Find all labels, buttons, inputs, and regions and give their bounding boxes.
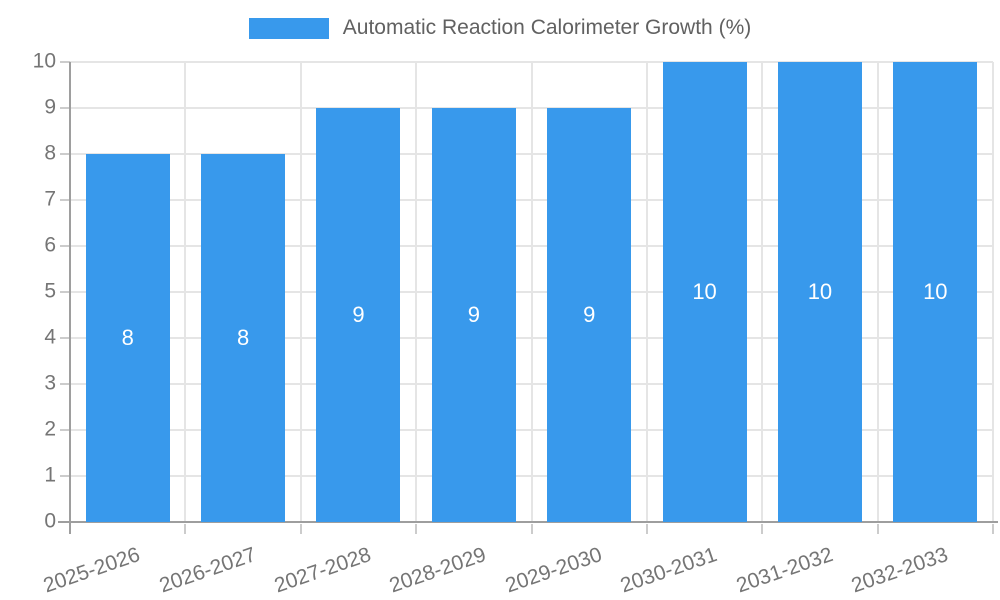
bar-value-label: 9 [467, 302, 480, 327]
x-axis-tick [761, 524, 764, 534]
x-tick-label: 2025-2026 [40, 543, 144, 598]
bar[interactable]: 9 [547, 108, 632, 522]
y-tick-label: 1 [44, 463, 56, 487]
bar-value-label: 10 [807, 279, 833, 304]
y-axis-tick [60, 291, 70, 293]
y-axis-tick [60, 107, 70, 109]
x-axis-tick [645, 524, 648, 534]
bar-value-label: 8 [121, 325, 134, 350]
x-axis-tick [184, 524, 187, 534]
x-axis-tick [530, 524, 533, 534]
y-axis-tick [60, 475, 70, 477]
x-tick-label: 2030-2031 [617, 543, 721, 598]
bar-value-label: 10 [923, 279, 948, 304]
y-axis-tick [60, 61, 70, 63]
x-tick-label: 2031-2032 [732, 543, 836, 598]
bar[interactable]: 9 [316, 108, 401, 522]
x-tick-label: 2027-2028 [271, 543, 374, 598]
legend: Automatic Reaction Calorimeter Growth (%… [0, 16, 1000, 40]
v-gridline [645, 62, 648, 522]
y-tick-label: 2 [44, 417, 56, 441]
v-gridline [530, 62, 533, 522]
x-axis-tick [299, 524, 302, 534]
y-tick-label: 3 [44, 371, 56, 395]
y-axis-tick [60, 383, 70, 385]
bar-value-label: 8 [236, 325, 250, 350]
y-tick-label: 5 [44, 279, 56, 303]
x-axis-line [58, 521, 998, 523]
bar[interactable]: 8 [85, 154, 170, 522]
plot-area: 0 1 2 3 4 5 6 7 8 9 10 8 2025-2026 8 2026-2027 9 2027-20… [33, 50, 998, 597]
bar-value-label: 9 [352, 302, 365, 327]
y-axis-tick [60, 245, 70, 247]
legend-swatch-icon [248, 17, 329, 39]
x-tick-label: 2028-2029 [386, 543, 490, 598]
bar-value-label: 9 [583, 302, 596, 327]
v-gridline [876, 62, 879, 522]
x-axis-tick [992, 524, 994, 534]
x-axis-tick [415, 524, 418, 534]
x-axis-tick [876, 524, 879, 534]
bar[interactable]: 10 [777, 62, 862, 522]
y-axis-tick [60, 199, 70, 201]
y-tick-label: 9 [44, 95, 56, 119]
legend-label: Automatic Reaction Calorimeter Growth (%… [342, 16, 752, 39]
bar[interactable]: 9 [431, 108, 516, 522]
y-tick-label: 4 [44, 325, 56, 349]
v-gridline [299, 62, 302, 522]
y-tick-label: 8 [44, 141, 56, 165]
y-tick-label: 0 [44, 509, 56, 533]
v-gridline [992, 62, 994, 522]
y-axis-tick [60, 153, 70, 155]
y-axis-tick [60, 429, 70, 431]
x-tick-label: 2029-2030 [502, 543, 605, 598]
y-tick-label: 10 [32, 49, 56, 73]
bar[interactable]: 10 [662, 62, 747, 522]
bar[interactable]: 8 [201, 154, 286, 522]
bar-value-label: 10 [692, 279, 717, 304]
v-gridline [761, 62, 764, 522]
v-gridline [415, 62, 418, 522]
v-gridline [184, 62, 187, 522]
legend-item[interactable]: Automatic Reaction Calorimeter Growth (%… [248, 16, 752, 40]
x-tick-label: 2032-2033 [848, 543, 951, 598]
y-axis-line [69, 62, 71, 534]
y-tick-label: 6 [44, 233, 56, 257]
y-tick-label: 7 [44, 187, 56, 211]
y-axis-tick [60, 337, 70, 339]
x-tick-label: 2026-2027 [156, 543, 259, 598]
bar[interactable]: 10 [893, 62, 978, 522]
